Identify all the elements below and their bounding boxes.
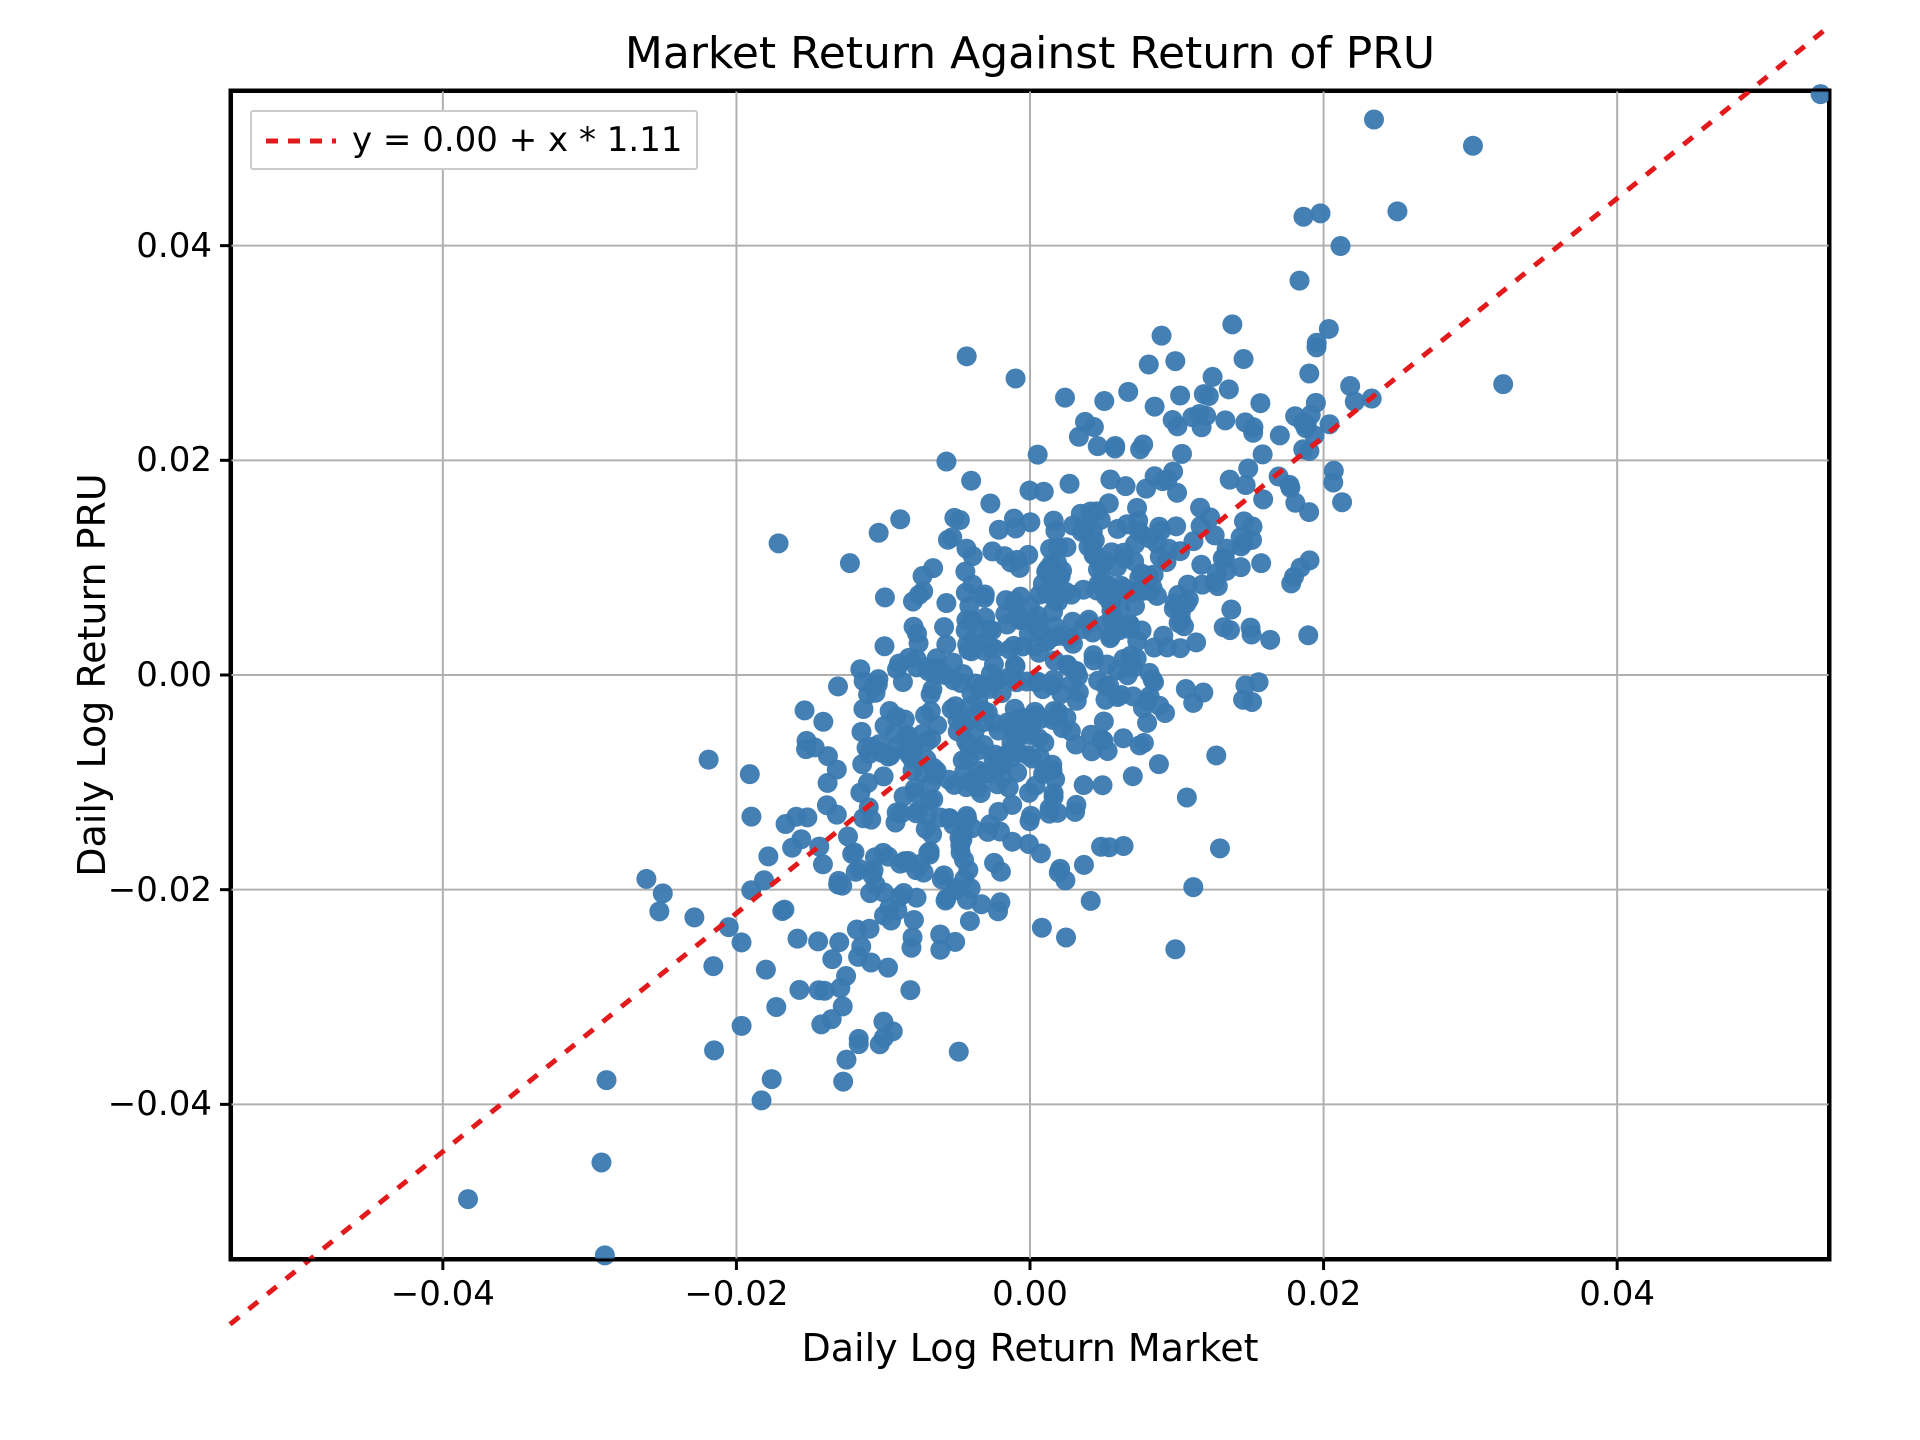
legend-entry-label: y = 0.00 + x * 1.11 xyxy=(352,120,682,160)
figure: Market Return Against Return of PRU Dail… xyxy=(0,0,1920,1440)
x-tick-label: 0.02 xyxy=(1286,1274,1362,1314)
plot-area xyxy=(230,90,1830,1260)
y-tick-label: 0.04 xyxy=(136,226,212,266)
x-axis-label: Daily Log Return Market xyxy=(230,1326,1830,1370)
chart-title: Market Return Against Return of PRU xyxy=(230,28,1830,79)
legend: y = 0.00 + x * 1.11 xyxy=(250,110,698,170)
y-tick-label: −0.04 xyxy=(108,1084,212,1124)
y-tick-label: 0.00 xyxy=(136,655,212,695)
x-tick-label: −0.04 xyxy=(391,1274,495,1314)
x-tick-label: −0.02 xyxy=(684,1274,788,1314)
x-tick-label: 0.04 xyxy=(1579,1274,1655,1314)
legend-swatch-line xyxy=(266,120,336,160)
y-tick-label: −0.02 xyxy=(108,870,212,910)
y-tick-label: 0.02 xyxy=(136,440,212,480)
x-tick-label: 0.00 xyxy=(992,1274,1068,1314)
